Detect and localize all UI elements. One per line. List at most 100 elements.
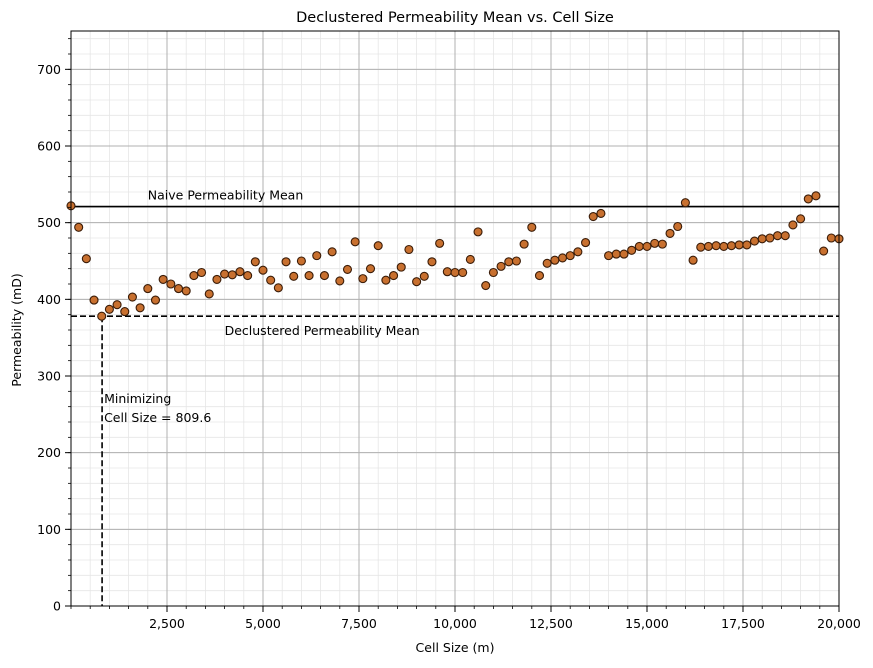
data-point bbox=[281, 257, 291, 267]
x-tick-label: 10,000 bbox=[433, 616, 477, 631]
y-tick-label: 200 bbox=[37, 445, 61, 460]
data-point bbox=[665, 228, 675, 238]
data-point bbox=[389, 271, 399, 281]
text-labels: Declustered Permeability Mean vs. Cell S… bbox=[9, 10, 614, 655]
data-point bbox=[688, 255, 698, 265]
data-point bbox=[243, 271, 253, 281]
data-point bbox=[412, 277, 422, 287]
data-point bbox=[381, 275, 391, 285]
x-tick-label: 20,000 bbox=[817, 616, 861, 631]
y-tick-label: 500 bbox=[37, 215, 61, 230]
data-point bbox=[342, 264, 353, 274]
data-point bbox=[657, 239, 667, 249]
data-point bbox=[74, 222, 84, 232]
data-point bbox=[89, 295, 99, 305]
data-point bbox=[703, 241, 713, 251]
data-point bbox=[135, 303, 145, 313]
y-tick-label: 300 bbox=[37, 369, 61, 384]
data-point bbox=[127, 292, 137, 302]
data-point bbox=[150, 295, 161, 305]
data-point bbox=[166, 279, 176, 289]
major-grid bbox=[71, 31, 840, 607]
data-point bbox=[335, 276, 345, 286]
data-point bbox=[97, 311, 107, 321]
data-point bbox=[627, 245, 637, 255]
data-point bbox=[312, 251, 322, 261]
y-tick-label: 100 bbox=[37, 522, 61, 537]
data-point bbox=[158, 274, 168, 284]
data-point bbox=[112, 300, 122, 310]
data-point bbox=[296, 256, 306, 266]
data-point bbox=[726, 241, 737, 251]
data-point bbox=[534, 271, 545, 281]
data-point bbox=[373, 241, 383, 251]
x-tick-label: 17,500 bbox=[721, 616, 765, 631]
data-point bbox=[734, 240, 744, 250]
x-tick-label: 7,500 bbox=[341, 616, 377, 631]
data-point bbox=[788, 220, 798, 230]
data-point bbox=[765, 233, 775, 243]
data-point bbox=[826, 233, 836, 243]
data-point bbox=[396, 262, 406, 272]
data-point bbox=[235, 267, 245, 277]
data-point bbox=[565, 251, 575, 261]
data-point bbox=[143, 284, 153, 294]
data-point bbox=[581, 238, 591, 248]
y-tick-label: 600 bbox=[37, 139, 61, 154]
data-point bbox=[358, 274, 368, 284]
data-point bbox=[496, 261, 506, 271]
reference-lines bbox=[71, 205, 839, 606]
x-tick-label: 2,500 bbox=[149, 616, 185, 631]
data-point bbox=[465, 254, 475, 265]
minimizing-label-line1: Minimizing bbox=[104, 391, 171, 406]
data-point bbox=[120, 307, 130, 317]
minimizing-label-line2: Cell Size = 809.6 bbox=[104, 410, 211, 425]
naive-mean-label: Naive Permeability Mean bbox=[148, 188, 303, 203]
data-point bbox=[780, 231, 790, 241]
data-point bbox=[519, 239, 529, 249]
data-point bbox=[673, 221, 683, 232]
data-point bbox=[811, 191, 821, 201]
data-point bbox=[511, 256, 521, 266]
data-point bbox=[596, 208, 606, 219]
data-point bbox=[365, 264, 376, 274]
data-point bbox=[212, 274, 222, 284]
data-point bbox=[611, 249, 621, 259]
data-point bbox=[773, 231, 783, 241]
data-point bbox=[481, 280, 491, 291]
data-point bbox=[427, 257, 437, 267]
x-tick-label: 15,000 bbox=[625, 616, 669, 631]
data-point bbox=[81, 254, 91, 264]
data-point bbox=[749, 236, 760, 246]
data-point bbox=[404, 244, 414, 255]
data-point bbox=[527, 222, 537, 232]
data-point bbox=[604, 251, 614, 261]
data-point bbox=[258, 265, 268, 275]
data-point bbox=[304, 271, 314, 281]
x-tick-label: 12,500 bbox=[529, 616, 573, 631]
data-point bbox=[634, 241, 644, 251]
data-point bbox=[588, 211, 598, 222]
data-point bbox=[504, 257, 514, 267]
axis-ticks: 2,500 5,000 7,500 10,000 12,500 15,000 17,500 2… bbox=[37, 38, 861, 631]
data-point bbox=[350, 237, 360, 247]
data-point bbox=[696, 242, 706, 252]
y-tick-label: 0 bbox=[53, 599, 61, 614]
data-point bbox=[542, 258, 552, 268]
data-point bbox=[450, 267, 460, 278]
data-point bbox=[458, 267, 468, 278]
chart-title: Declustered Permeability Mean vs. Cell S… bbox=[296, 10, 614, 26]
data-point bbox=[419, 271, 429, 281]
data-point bbox=[488, 267, 498, 278]
y-tick-label: 700 bbox=[37, 62, 61, 77]
data-point bbox=[819, 246, 829, 256]
data-point bbox=[266, 275, 276, 285]
data-point bbox=[711, 241, 721, 251]
data-point bbox=[197, 267, 207, 278]
data-point bbox=[719, 241, 729, 251]
data-point bbox=[680, 198, 690, 208]
data-point bbox=[573, 247, 583, 257]
data-point bbox=[220, 269, 230, 279]
